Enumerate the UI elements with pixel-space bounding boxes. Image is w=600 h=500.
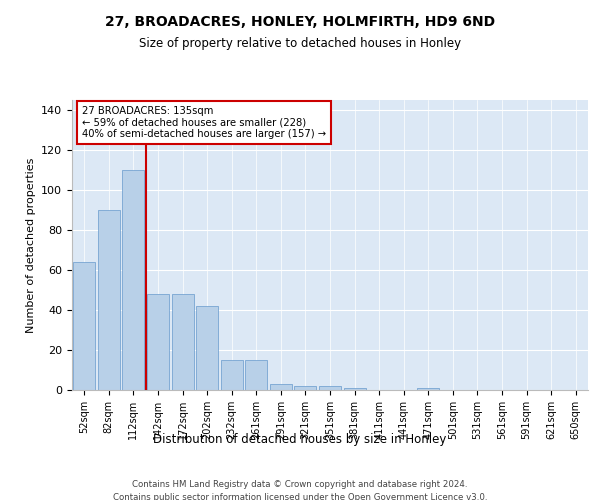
Text: Contains HM Land Registry data © Crown copyright and database right 2024.: Contains HM Land Registry data © Crown c… [132, 480, 468, 489]
Bar [147, 294, 169, 390]
Bar [172, 294, 194, 390]
Y-axis label: Number of detached properties: Number of detached properties [26, 158, 35, 332]
Bar [245, 360, 268, 390]
Bar [73, 262, 95, 390]
Text: 27 BROADACRES: 135sqm
← 59% of detached houses are smaller (228)
40% of semi-det: 27 BROADACRES: 135sqm ← 59% of detached … [82, 106, 326, 139]
Bar [344, 388, 365, 390]
Bar [98, 210, 120, 390]
Bar [196, 306, 218, 390]
Text: Contains public sector information licensed under the Open Government Licence v3: Contains public sector information licen… [113, 492, 487, 500]
Bar [319, 386, 341, 390]
Bar [221, 360, 243, 390]
Text: Size of property relative to detached houses in Honley: Size of property relative to detached ho… [139, 38, 461, 51]
Bar [270, 384, 292, 390]
Text: Distribution of detached houses by size in Honley: Distribution of detached houses by size … [154, 432, 446, 446]
Text: 27, BROADACRES, HONLEY, HOLMFIRTH, HD9 6ND: 27, BROADACRES, HONLEY, HOLMFIRTH, HD9 6… [105, 15, 495, 29]
Bar [417, 388, 439, 390]
Bar [295, 386, 316, 390]
Bar [122, 170, 145, 390]
